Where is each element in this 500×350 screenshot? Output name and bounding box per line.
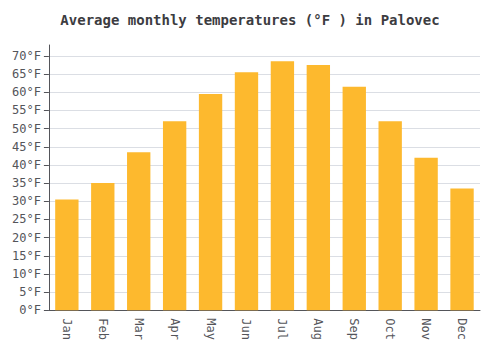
svg-text:Feb: Feb — [96, 318, 110, 340]
svg-text:50°F: 50°F — [12, 122, 41, 136]
svg-text:20°F: 20°F — [12, 231, 41, 245]
svg-text:15°F: 15°F — [12, 249, 41, 263]
svg-text:70°F: 70°F — [12, 49, 41, 63]
svg-text:Aug: Aug — [311, 318, 325, 340]
svg-text:Dec: Dec — [455, 318, 469, 340]
svg-text:Average monthly temperatures (: Average monthly temperatures (°F ) in Pa… — [60, 12, 439, 28]
svg-text:Mar: Mar — [132, 318, 146, 340]
svg-text:Sep: Sep — [347, 318, 361, 340]
svg-text:25°F: 25°F — [12, 212, 41, 226]
svg-text:60°F: 60°F — [12, 85, 41, 99]
svg-text:Jul: Jul — [275, 318, 289, 340]
svg-text:30°F: 30°F — [12, 194, 41, 208]
svg-text:10°F: 10°F — [12, 267, 41, 281]
svg-text:0°F: 0°F — [19, 303, 41, 317]
svg-text:35°F: 35°F — [12, 176, 41, 190]
svg-text:May: May — [204, 318, 218, 340]
svg-text:Jan: Jan — [60, 318, 74, 340]
svg-text:Apr: Apr — [168, 318, 182, 340]
svg-text:Oct: Oct — [383, 318, 397, 340]
svg-text:Jun: Jun — [239, 318, 253, 340]
svg-text:55°F: 55°F — [12, 103, 41, 117]
svg-text:40°F: 40°F — [12, 158, 41, 172]
svg-text:65°F: 65°F — [12, 67, 41, 81]
svg-text:5°F: 5°F — [19, 285, 41, 299]
svg-text:45°F: 45°F — [12, 140, 41, 154]
svg-text:Nov: Nov — [419, 318, 433, 340]
